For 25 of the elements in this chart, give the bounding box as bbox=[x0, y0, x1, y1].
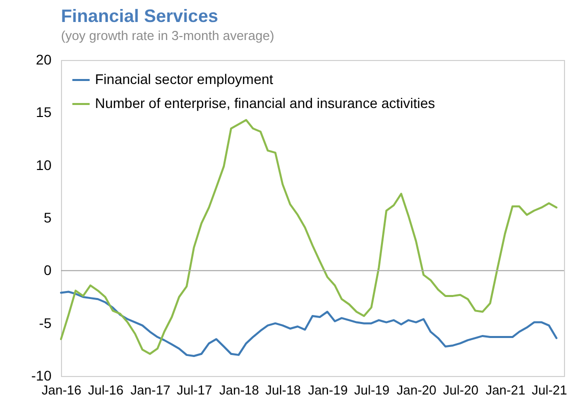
x-tick-label: Jan-17 bbox=[130, 382, 170, 398]
y-tick-label: -5 bbox=[39, 314, 52, 331]
chart-title: Financial Services bbox=[61, 6, 218, 26]
line-series bbox=[60, 119, 558, 355]
x-tick-label: Jul-16 bbox=[88, 382, 124, 398]
y-tick-label: 15 bbox=[36, 104, 52, 120]
x-tick-label: Jul-21 bbox=[532, 382, 568, 398]
chart-subtitle: (yoy growth rate in 3-month average) bbox=[61, 28, 274, 43]
x-tick-label: Jul-19 bbox=[354, 382, 390, 398]
y-tick-label: 5 bbox=[44, 210, 52, 226]
legend-label: Number of enterprise, financial and insurance activities bbox=[95, 95, 436, 111]
x-tick-label: Jan-21 bbox=[486, 382, 526, 398]
x-tick-label: Jan-16 bbox=[42, 382, 82, 398]
x-tick-label: Jul-17 bbox=[176, 382, 212, 398]
line-series bbox=[60, 290, 558, 357]
x-tick-label: Jan-18 bbox=[219, 382, 260, 398]
y-tick-label: -10 bbox=[31, 368, 52, 384]
y-tick-label: 10 bbox=[36, 156, 52, 173]
y-tick-label: 0 bbox=[44, 262, 52, 278]
x-tick-label: Jan-19 bbox=[308, 382, 348, 398]
x-tick-label: Jul-20 bbox=[443, 382, 478, 398]
x-tick-label: Jul-18 bbox=[265, 382, 301, 398]
legend-label: Financial sector employment bbox=[95, 71, 274, 87]
y-tick-label: 20 bbox=[36, 52, 52, 68]
x-tick-label: Jan-20 bbox=[396, 382, 436, 398]
